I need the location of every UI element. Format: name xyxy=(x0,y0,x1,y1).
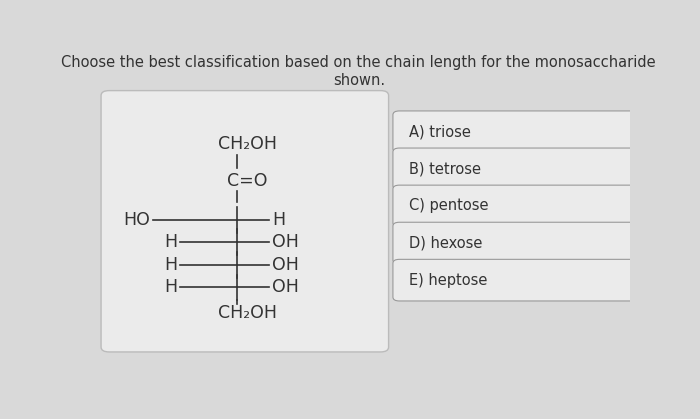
Text: CH₂OH: CH₂OH xyxy=(218,135,277,153)
FancyBboxPatch shape xyxy=(393,222,650,264)
Text: OH: OH xyxy=(272,256,299,274)
Text: H: H xyxy=(272,211,285,229)
Text: A) triose: A) triose xyxy=(410,124,471,139)
FancyBboxPatch shape xyxy=(101,91,389,352)
Text: C) pentose: C) pentose xyxy=(410,199,489,213)
Text: D) hexose: D) hexose xyxy=(410,235,482,251)
Text: OH: OH xyxy=(272,278,299,296)
Text: H: H xyxy=(164,278,177,296)
FancyBboxPatch shape xyxy=(393,148,650,190)
Text: C=O: C=O xyxy=(228,172,268,190)
Text: Choose the best classification based on the chain length for the monosaccharide: Choose the best classification based on … xyxy=(62,55,656,70)
Text: H: H xyxy=(164,233,177,251)
Text: shown.: shown. xyxy=(332,73,385,88)
FancyBboxPatch shape xyxy=(393,111,650,153)
Text: HO: HO xyxy=(123,211,150,229)
Text: E) heptose: E) heptose xyxy=(410,273,488,288)
FancyBboxPatch shape xyxy=(393,185,650,227)
Text: B) tetrose: B) tetrose xyxy=(410,161,481,176)
Text: H: H xyxy=(164,256,177,274)
Text: CH₂OH: CH₂OH xyxy=(218,304,277,322)
Text: OH: OH xyxy=(272,233,299,251)
FancyBboxPatch shape xyxy=(393,259,650,301)
